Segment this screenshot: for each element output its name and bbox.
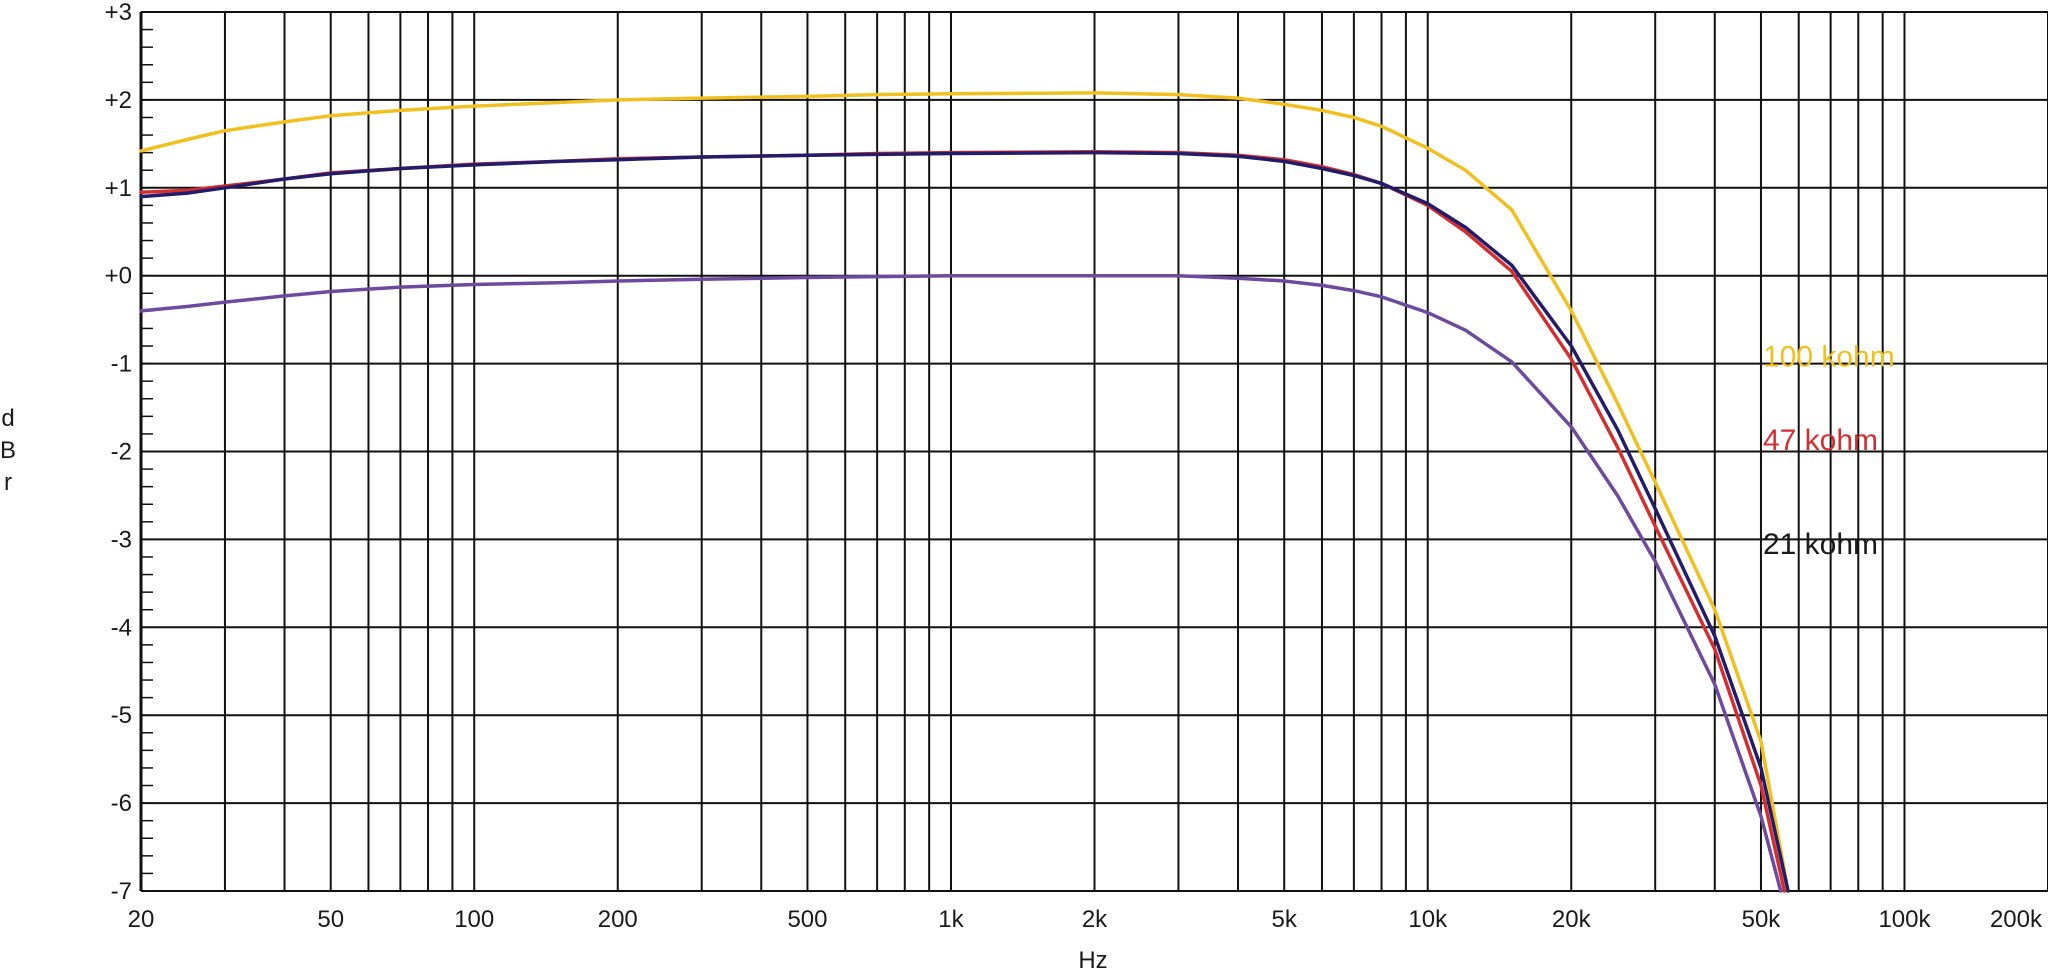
y-axis-title-letter: r bbox=[4, 469, 12, 496]
x-tick-label: 20 bbox=[128, 906, 155, 933]
y-tick-label: -7 bbox=[111, 878, 132, 905]
y-tick-label: +3 bbox=[105, 0, 132, 26]
series-line-2 bbox=[139, 150, 1787, 893]
x-tick-label: 50k bbox=[1742, 906, 1782, 933]
y-tick-label: +2 bbox=[105, 87, 132, 114]
x-tick-label: 10k bbox=[1408, 906, 1448, 933]
x-tick-labels: 20 50 100 200 500 1k 2k 5k 10k 20k 50k 100k 200k bbox=[128, 906, 2043, 933]
y-tick-label: +1 bbox=[105, 175, 132, 202]
series-lines bbox=[139, 91, 1790, 893]
x-tick-label: 100 bbox=[454, 906, 494, 933]
series-label: 100 kohm bbox=[1763, 341, 1895, 374]
x-tick-label: 5k bbox=[1272, 906, 1298, 933]
y-tick-label: -4 bbox=[111, 614, 132, 641]
series-line-4 bbox=[139, 273, 1783, 893]
y-tick-label: -3 bbox=[111, 526, 132, 553]
x-tick-label: 1k bbox=[938, 906, 964, 933]
y-axis-title-letter: d bbox=[1, 405, 14, 432]
x-tick-label: 500 bbox=[787, 906, 827, 933]
x-tick-label: 100k bbox=[1878, 906, 1931, 933]
series-label: 47 kohm bbox=[1763, 424, 1878, 457]
x-axis-title: Hz bbox=[1078, 947, 1107, 971]
y-axis-title-letter: B bbox=[0, 437, 16, 464]
series-line-1 bbox=[139, 91, 1790, 893]
y-axis-title: dBr bbox=[0, 405, 16, 496]
y-tick-label: -6 bbox=[111, 790, 132, 817]
series-label: 21 kohm bbox=[1763, 528, 1878, 561]
y-tick-label: -5 bbox=[111, 702, 132, 729]
y-tick-labels: +3 +2 +1 +0 -1 -2 -3 -4 -5 -6 -7 bbox=[105, 0, 132, 905]
x-tick-label: 20k bbox=[1552, 906, 1592, 933]
x-tick-label: 2k bbox=[1082, 906, 1108, 933]
y-minor-ticks bbox=[141, 28, 153, 892]
x-tick-label: 200 bbox=[598, 906, 638, 933]
x-tick-label: 200k bbox=[1990, 906, 2043, 933]
y-tick-label: +0 bbox=[105, 263, 132, 290]
x-tick-label: 50 bbox=[317, 906, 344, 933]
series-line-3 bbox=[139, 150, 1790, 893]
grid bbox=[139, 11, 2048, 892]
series-annotations: 100 kohm 47 kohm 21 kohm bbox=[1763, 341, 1895, 561]
y-tick-label: -1 bbox=[111, 351, 132, 378]
y-tick-label: -2 bbox=[111, 439, 132, 466]
